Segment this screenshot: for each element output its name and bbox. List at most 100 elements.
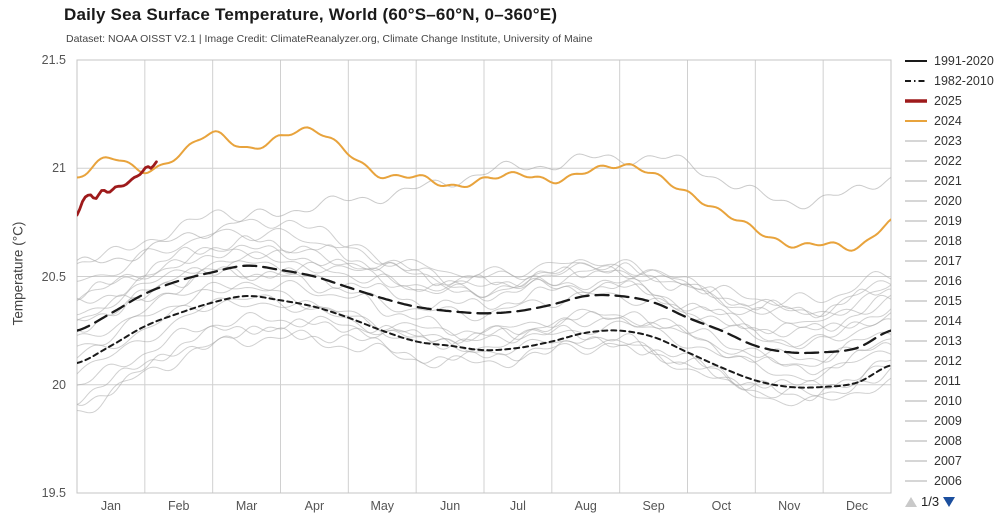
legend-label: 2016 bbox=[934, 274, 962, 288]
series-line-2007 bbox=[77, 281, 891, 407]
y-tick-label: 21 bbox=[52, 161, 66, 176]
legend-swatch bbox=[905, 480, 927, 482]
legend-pager: 1/3 bbox=[905, 494, 956, 509]
legend-item-2023[interactable]: 2023 bbox=[905, 131, 997, 151]
legend-swatch bbox=[905, 240, 927, 242]
legend-item-1991-2020[interactable]: 1991-2020 bbox=[905, 51, 997, 71]
legend-label: 2013 bbox=[934, 334, 962, 348]
legend-item-2010[interactable]: 2010 bbox=[905, 391, 997, 411]
pager-up-icon[interactable] bbox=[905, 496, 917, 507]
legend-swatch bbox=[905, 440, 927, 442]
month-label-jul: Jul bbox=[509, 499, 526, 513]
legend-label: 2010 bbox=[934, 394, 962, 408]
legend-swatch bbox=[905, 120, 927, 122]
legend-item-2019[interactable]: 2019 bbox=[905, 211, 997, 231]
legend-label: 2011 bbox=[934, 374, 961, 388]
month-label-jan: Jan bbox=[100, 499, 121, 513]
series-line-2022 bbox=[77, 247, 891, 317]
month-label-may: May bbox=[370, 499, 395, 513]
legend-item-2012[interactable]: 2012 bbox=[905, 351, 997, 371]
month-label-sep: Sep bbox=[642, 499, 665, 513]
legend-label: 1982-2010 bbox=[934, 74, 994, 88]
legend-swatch bbox=[905, 160, 927, 162]
series-line-2011 bbox=[77, 325, 891, 406]
series-line-1991-2020 bbox=[77, 264, 891, 355]
legend-label: 1991-2020 bbox=[934, 54, 994, 68]
series-line-2012 bbox=[77, 311, 891, 405]
legend-item-2011[interactable]: 2011 bbox=[905, 371, 997, 391]
legend-swatch bbox=[905, 260, 927, 262]
legend-item-2024[interactable]: 2024 bbox=[905, 111, 997, 131]
series-line-1982-2010 bbox=[77, 295, 891, 389]
legend: 1991-2020 1982-2010 2025 2024 2023 2022 2021 20… bbox=[905, 51, 997, 491]
legend-swatch bbox=[905, 460, 927, 462]
legend-item-2022[interactable]: 2022 bbox=[905, 151, 997, 171]
legend-label: 2024 bbox=[934, 114, 962, 128]
legend-label: 2019 bbox=[934, 214, 962, 228]
legend-label: 2022 bbox=[934, 154, 962, 168]
series-line-2025 bbox=[77, 160, 158, 217]
series-line-2013 bbox=[77, 294, 891, 367]
series-line-2017 bbox=[77, 244, 891, 338]
month-label-nov: Nov bbox=[778, 499, 801, 513]
legend-swatch bbox=[905, 300, 927, 302]
pager-down-icon[interactable] bbox=[943, 496, 956, 507]
series-line-2008 bbox=[77, 329, 891, 414]
legend-label: 2007 bbox=[934, 454, 962, 468]
legend-label: 2015 bbox=[934, 294, 962, 308]
legend-label: 2023 bbox=[934, 134, 962, 148]
legend-label: 2008 bbox=[934, 434, 962, 448]
legend-item-2013[interactable]: 2013 bbox=[905, 331, 997, 351]
legend-label: 2012 bbox=[934, 354, 962, 368]
series-line-2023 bbox=[77, 153, 891, 264]
legend-item-2007[interactable]: 2007 bbox=[905, 451, 997, 471]
legend-item-2015[interactable]: 2015 bbox=[905, 291, 997, 311]
legend-item-2006[interactable]: 2006 bbox=[905, 471, 997, 491]
page-title: Daily Sea Surface Temperature, World (60… bbox=[64, 5, 558, 24]
legend-item-1982-2010[interactable]: 1982-2010 bbox=[905, 71, 997, 91]
legend-swatch bbox=[905, 140, 927, 142]
legend-label: 2020 bbox=[934, 194, 962, 208]
month-label-apr: Apr bbox=[304, 499, 325, 513]
legend-swatch bbox=[905, 380, 927, 382]
gridlines bbox=[76, 59, 892, 494]
legend-swatch bbox=[905, 420, 927, 422]
legend-item-2009[interactable]: 2009 bbox=[905, 411, 997, 431]
series-line-2006 bbox=[77, 297, 891, 382]
legend-item-2016[interactable]: 2016 bbox=[905, 271, 997, 291]
month-label-aug: Aug bbox=[574, 499, 597, 513]
legend-item-2025[interactable]: 2025 bbox=[905, 91, 997, 111]
chart-credit: Dataset: NOAA OISST V2.1 | Image Credit:… bbox=[66, 33, 593, 45]
pager-page-label: 1/3 bbox=[921, 494, 940, 509]
legend-swatch bbox=[905, 340, 927, 342]
legend-item-2018[interactable]: 2018 bbox=[905, 231, 997, 251]
legend-swatch bbox=[905, 60, 927, 62]
legend-swatch bbox=[905, 280, 927, 282]
month-label-dec: Dec bbox=[845, 499, 869, 513]
legend-item-2020[interactable]: 2020 bbox=[905, 191, 997, 211]
legend-label: 2009 bbox=[934, 414, 962, 428]
series-line-2020 bbox=[77, 228, 891, 324]
legend-label: 2021 bbox=[934, 174, 962, 188]
series-lines bbox=[77, 126, 891, 414]
y-tick-label: 20 bbox=[52, 377, 66, 392]
y-tick-label: 21.5 bbox=[41, 53, 66, 67]
legend-swatch bbox=[905, 80, 927, 82]
legend-item-2017[interactable]: 2017 bbox=[905, 251, 997, 271]
legend-item-2014[interactable]: 2014 bbox=[905, 311, 997, 331]
series-line-2021 bbox=[77, 251, 891, 316]
month-label-feb: Feb bbox=[167, 499, 190, 513]
series-line-2024 bbox=[77, 126, 891, 252]
legend-item-2008[interactable]: 2008 bbox=[905, 431, 997, 451]
month-label-oct: Oct bbox=[711, 499, 732, 513]
y-tick-label: 20.5 bbox=[41, 269, 66, 284]
series-line-2014 bbox=[77, 280, 891, 348]
series-line-2009 bbox=[77, 311, 891, 386]
legend-swatch bbox=[905, 320, 927, 322]
legend-item-2021[interactable]: 2021 bbox=[905, 171, 997, 191]
legend-label: 2014 bbox=[934, 314, 962, 328]
legend-swatch bbox=[905, 180, 927, 182]
month-label-jun: Jun bbox=[440, 499, 461, 513]
